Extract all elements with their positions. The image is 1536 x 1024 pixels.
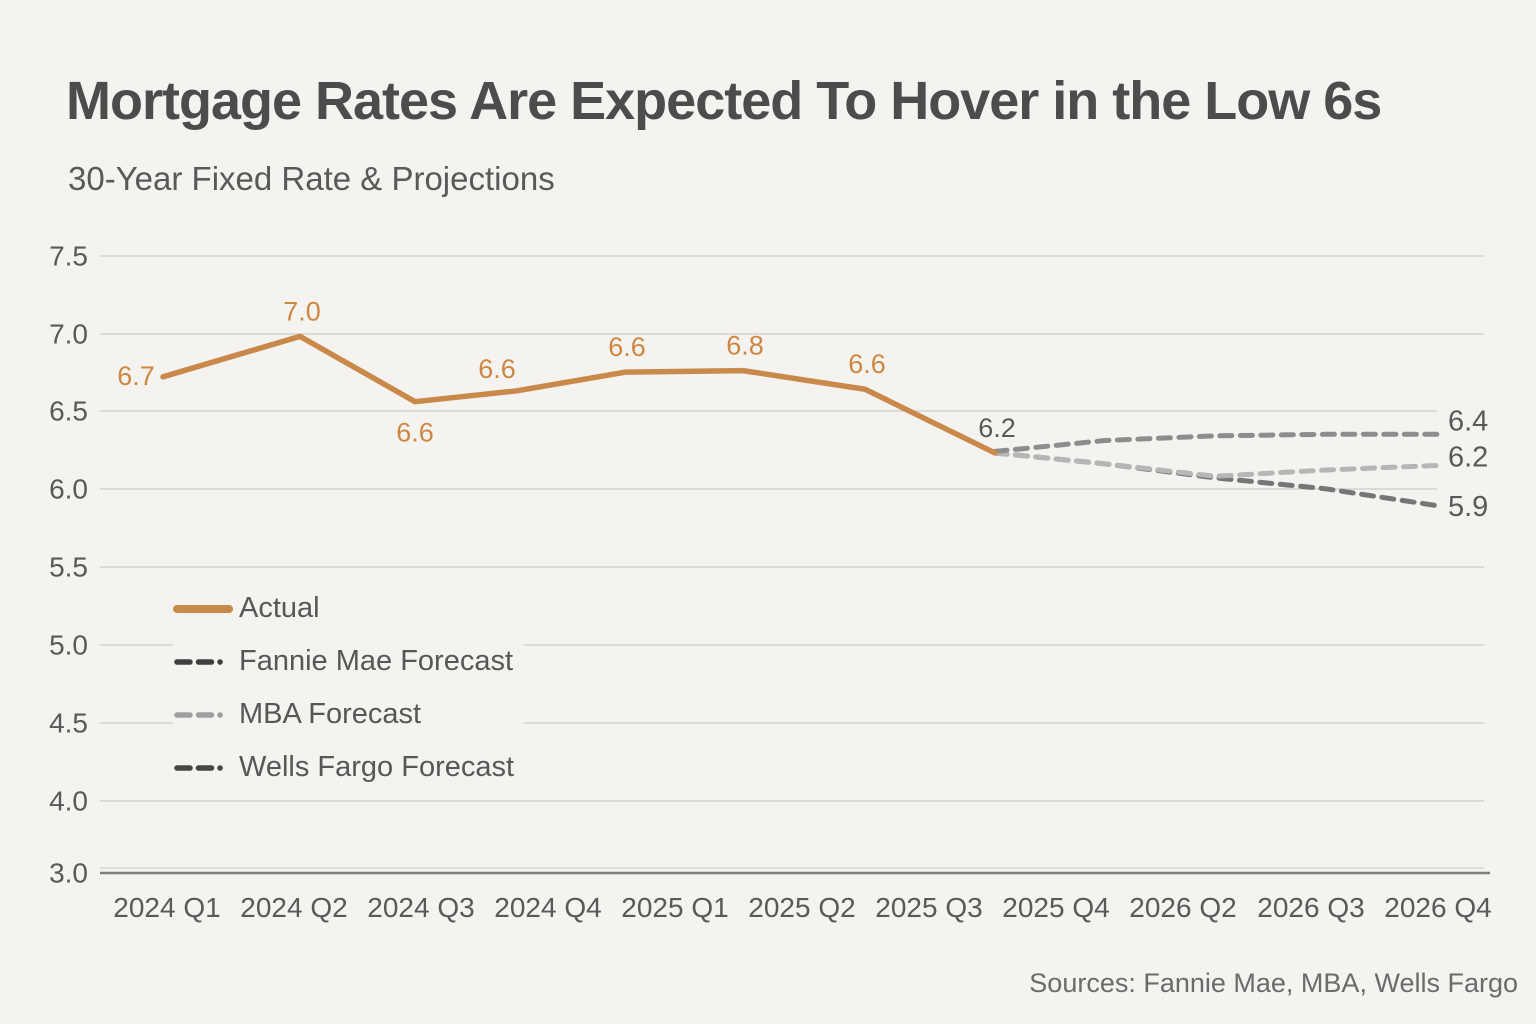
page-title: Mortgage Rates Are Expected To Hover in … (66, 71, 1382, 131)
data-label: 6.7 (117, 361, 155, 391)
y-tick-label: 4.0 (49, 786, 88, 817)
x-tick-label: 2025 Q2 (748, 892, 855, 923)
y-tick-label: 6.0 (49, 474, 88, 505)
x-tick-label: 2024 Q4 (494, 892, 601, 923)
x-tick-label: 2026 Q3 (1257, 892, 1364, 923)
legend-label: Fannie Mae Forecast (239, 645, 514, 677)
source-note: Sources: Fannie Mae, MBA, Wells Fargo (1029, 968, 1518, 998)
legend-item-fannie-mae: Fannie Mae Forecast (173, 635, 525, 688)
series-end-label: 6.2 (1448, 441, 1488, 473)
series-line-wells-fargo-forecast (992, 431, 1441, 454)
series-end-label: 6.4 (1448, 405, 1488, 437)
x-tick-label: 2025 Q4 (1002, 892, 1109, 923)
legend-item-wells-fargo: Wells Fargo Forecast (173, 741, 525, 794)
dashed-line-swatch-icon (174, 764, 232, 771)
legend-item-mba: MBA Forecast (173, 688, 525, 741)
data-label: 7.0 (283, 296, 321, 326)
data-label: 6.6 (608, 332, 646, 362)
data-label: 6.2 (978, 413, 1016, 443)
y-tick-label: 4.5 (49, 708, 88, 739)
x-tick-label: 2025 Q1 (621, 892, 728, 923)
legend-item-actual: Actual (173, 582, 525, 635)
dashed-line-swatch-icon (174, 711, 232, 718)
y-tick-label: 6.5 (49, 396, 88, 427)
series-line-actual (160, 333, 998, 456)
chart-legend: Actual Fannie Mae Forecast MBA Forecast … (173, 582, 525, 794)
x-tick-label: 2026 Q4 (1384, 892, 1491, 923)
data-label: 6.6 (478, 354, 516, 384)
y-tick-label: 7.0 (49, 319, 88, 350)
x-tick-label: 2024 Q3 (367, 892, 474, 923)
y-tick-label: 7.5 (49, 241, 88, 272)
legend-label: Wells Fargo Forecast (239, 751, 515, 783)
y-tick-label: 3.0 (49, 858, 88, 889)
legend-label: Actual (239, 592, 320, 624)
data-label: 6.8 (726, 331, 764, 361)
x-tick-label: 2025 Q3 (875, 892, 982, 923)
series-line-mba-forecast (992, 450, 1441, 479)
x-tick-label: 2024 Q2 (240, 892, 347, 923)
dashed-line-swatch-icon (174, 658, 232, 665)
legend-label: MBA Forecast (239, 698, 422, 730)
x-tick-label: 2026 Q2 (1129, 892, 1236, 923)
x-tick-label: 2024 Q1 (113, 892, 220, 923)
series-end-label: 5.9 (1448, 491, 1488, 523)
data-label: 6.6 (396, 418, 434, 448)
y-tick-label: 5.5 (49, 552, 88, 583)
data-label: 6.6 (848, 349, 886, 379)
page-subtitle: 30-Year Fixed Rate & Projections (68, 160, 555, 197)
actual-line-swatch-icon (173, 604, 233, 613)
y-tick-label: 5.0 (49, 630, 88, 661)
